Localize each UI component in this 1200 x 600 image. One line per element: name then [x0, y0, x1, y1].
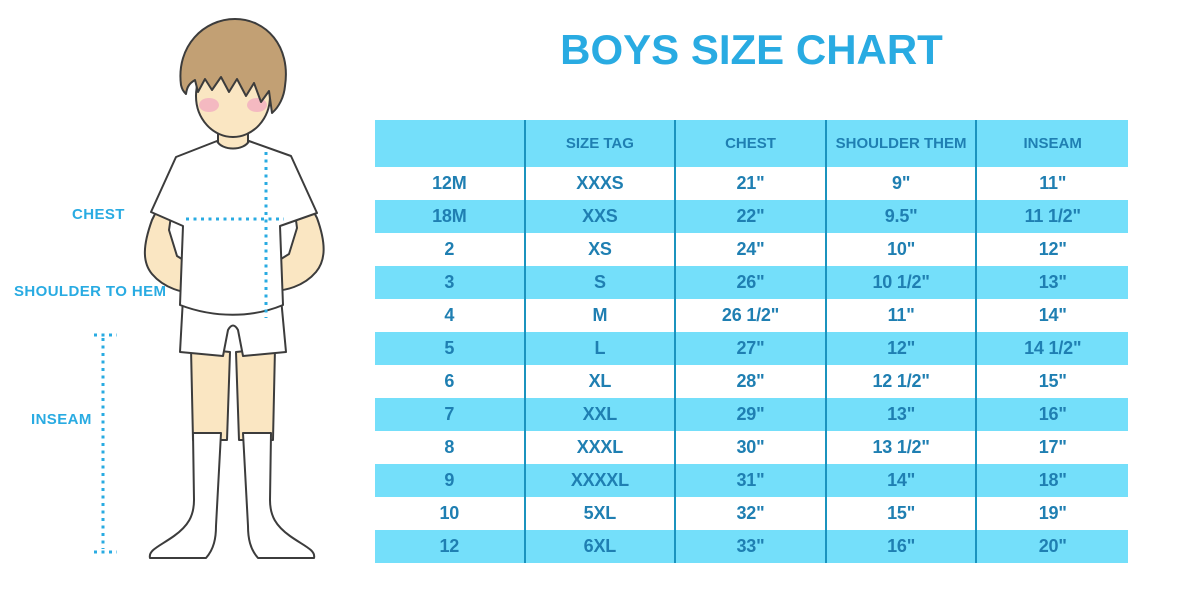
table-body: 12M XXXS 21" 9" 11" 18M XXS 22" 9.5" 11 1/2" 2 XS 24…: [375, 167, 1128, 563]
right-cheek-blush: [247, 98, 267, 112]
table-cell: 9": [827, 167, 978, 200]
table-cell: M: [526, 299, 677, 332]
table-row: 8 XXXL 30" 13 1/2" 17": [375, 431, 1128, 464]
table-row: 7 XXL 29" 13" 16": [375, 398, 1128, 431]
table-cell: 28": [676, 365, 827, 398]
table-cell: 14": [827, 464, 978, 497]
table-cell: 12: [375, 530, 526, 563]
table-cell: 15": [1038, 371, 1067, 391]
table-cell: 12M: [375, 167, 526, 200]
table-row: 6 XL 28" 12 1/2" 15": [375, 365, 1128, 398]
table-cell: S: [526, 266, 677, 299]
table-cell: 4: [375, 299, 526, 332]
header-cell: CHEST: [676, 120, 827, 167]
table-cell: 11": [827, 299, 978, 332]
table-cell: 9: [375, 464, 526, 497]
inseam-label: INSEAM: [31, 411, 92, 428]
page-title: BOYS SIZE CHART: [560, 26, 943, 73]
table-cell: 14 1/2": [1024, 338, 1082, 358]
table-row: 18M XXS 22" 9.5" 11 1/2": [375, 200, 1128, 233]
table-cell: XXXL: [526, 431, 677, 464]
table-cell: 10": [827, 233, 978, 266]
table-cell: 15": [827, 497, 978, 530]
table-cell: 12": [1038, 239, 1067, 259]
table-cell: XXXXL: [526, 464, 677, 497]
table-cell: 12 1/2": [827, 365, 978, 398]
table-cell: 18M: [375, 200, 526, 233]
table-cell: 26": [676, 266, 827, 299]
table-row: 5 L 27" 12" 14 1/2": [375, 332, 1128, 365]
table-cell: 13": [1038, 272, 1067, 292]
table-cell: 10: [375, 497, 526, 530]
table-cell: 14": [1038, 305, 1067, 325]
header-cell: [375, 120, 526, 167]
table-cell: XXXS: [526, 167, 677, 200]
size-chart-table: SIZE TAG CHEST SHOULDER THEM INSEAM 12M XXXS…: [375, 120, 1128, 563]
table-cell: 19": [1038, 503, 1067, 523]
table-cell: 22": [676, 200, 827, 233]
table-cell: 21": [676, 167, 827, 200]
table-cell: 27": [676, 332, 827, 365]
header-cell: INSEAM: [1023, 135, 1082, 152]
table-cell: 13 1/2": [827, 431, 978, 464]
table-row: 9 XXXXL 31" 14" 18": [375, 464, 1128, 497]
table-cell: 3: [375, 266, 526, 299]
right-sock: [242, 432, 316, 559]
left-cheek-blush: [199, 98, 219, 112]
table-cell: 7: [375, 398, 526, 431]
table-header-row: SIZE TAG CHEST SHOULDER THEM INSEAM: [375, 120, 1128, 167]
table-row: 12 6XL 33" 16" 20": [375, 530, 1128, 563]
table-cell: 33": [676, 530, 827, 563]
table-cell: 29": [676, 398, 827, 431]
table-cell: 2: [375, 233, 526, 266]
boy-measurement-illustration: [94, 18, 325, 559]
table-row: 3 S 26" 10 1/2" 13": [375, 266, 1128, 299]
table-cell: 13": [827, 398, 978, 431]
table-cell: 32": [676, 497, 827, 530]
table-cell: 6: [375, 365, 526, 398]
header-cell: SHOULDER THEM: [827, 120, 978, 167]
shoulder-to-hem-label: SHOULDER TO HEM: [14, 283, 167, 300]
table-cell: 11 1/2": [1024, 206, 1081, 226]
hair: [179, 18, 287, 114]
table-cell: 30": [676, 431, 827, 464]
table-cell: 5: [375, 332, 526, 365]
table-cell: 24": [676, 233, 827, 266]
table-cell: XXS: [526, 200, 677, 233]
table-cell: 26 1/2": [676, 299, 827, 332]
table-cell: 9.5": [827, 200, 978, 233]
table-cell: XL: [526, 365, 677, 398]
table-cell: XXL: [526, 398, 677, 431]
table-cell: 12": [827, 332, 978, 365]
table-row: 10 5XL 32" 15" 19": [375, 497, 1128, 530]
table-cell: L: [526, 332, 677, 365]
table-cell: 18": [1038, 470, 1067, 490]
right-leg: [235, 347, 276, 441]
table-cell: 8: [375, 431, 526, 464]
table-cell: 16": [827, 530, 978, 563]
table-cell: 20": [1038, 536, 1067, 556]
table-cell: 16": [1038, 404, 1067, 424]
table-cell: 17": [1038, 437, 1067, 457]
header-cell: SIZE TAG: [526, 120, 677, 167]
t-shirt: [150, 140, 318, 316]
table-row: 2 XS 24" 10" 12": [375, 233, 1128, 266]
table-row: 4 M 26 1/2" 11" 14": [375, 299, 1128, 332]
table-cell: 5XL: [526, 497, 677, 530]
table-row: 12M XXXS 21" 9" 11": [375, 167, 1128, 200]
chest-label: CHEST: [72, 206, 125, 223]
left-leg: [190, 347, 231, 441]
table-cell: 31": [676, 464, 827, 497]
table-cell: XS: [526, 233, 677, 266]
table-cell: 11": [1039, 173, 1067, 193]
left-sock: [148, 432, 222, 559]
table-cell: 10 1/2": [827, 266, 978, 299]
table-cell: 6XL: [526, 530, 677, 563]
